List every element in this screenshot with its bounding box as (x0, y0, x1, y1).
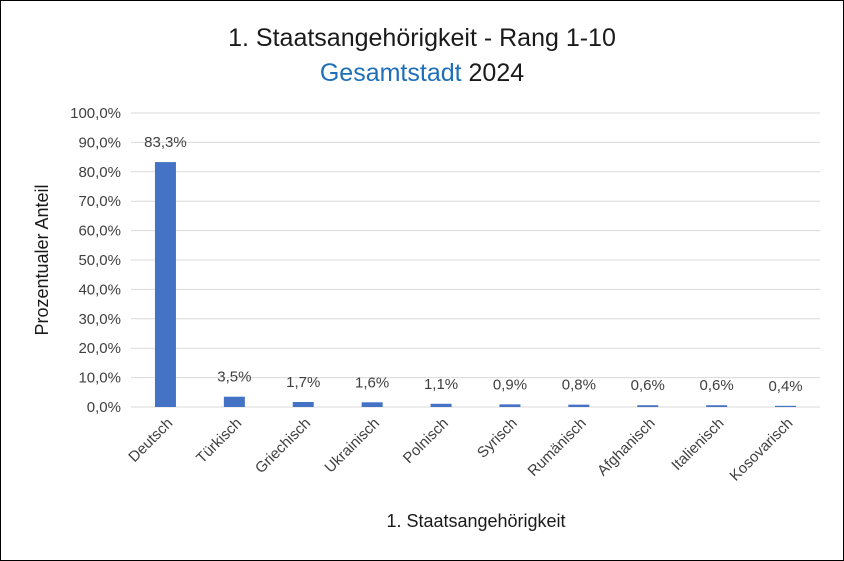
y-tick-label: 80,0% (78, 164, 121, 181)
subtitle-year: 2024 (469, 59, 525, 87)
subtitle-accent: Gesamtstadt (320, 59, 462, 87)
bar (430, 403, 452, 407)
y-tick-label: 20,0% (78, 340, 121, 357)
x-tick-label: Ukrainisch (321, 415, 383, 477)
x-tick-label: Deutsch (125, 415, 176, 466)
data-label: 1,7% (286, 374, 320, 391)
chart-title: 1. Staatsangehörigkeit - Rang 1-10 (228, 24, 616, 52)
data-label: 0,6% (700, 377, 734, 394)
y-tick-label: 40,0% (78, 281, 121, 298)
bars (154, 162, 797, 407)
bar (775, 405, 797, 407)
bar (706, 405, 728, 407)
data-label: 1,1% (424, 376, 458, 393)
subtitle-separator (462, 59, 469, 87)
x-tick-label: Rumänisch (525, 415, 590, 480)
data-label: 0,4% (768, 378, 802, 395)
y-tick-label: 0,0% (87, 399, 121, 416)
bar (499, 404, 521, 407)
data-label: 0,6% (631, 377, 665, 394)
x-tick-label: Türkisch (193, 415, 245, 467)
y-tick-label: 100,0% (70, 105, 121, 122)
y-axis-ticks: 0,0% 10,0% 20,0% 30,0% 40,0% 50,0% 60,0% 70,0% 8… (70, 105, 121, 416)
bar (568, 404, 590, 407)
bar (223, 396, 245, 407)
data-label: 3,5% (217, 369, 251, 386)
data-label: 0,9% (493, 376, 527, 393)
y-tick-label: 70,0% (78, 193, 121, 210)
bar (361, 402, 383, 407)
y-tick-label: 90,0% (78, 134, 121, 151)
x-tick-label: Italienisch (668, 415, 727, 474)
x-tick-label: Syrisch (474, 415, 521, 462)
y-tick-label: 10,0% (78, 370, 121, 387)
data-labels: 83,3% 3,5% 1,7% 1,6% 1,1% 0,9% 0,8% 0,6% 0,6% 0,4… (144, 134, 802, 395)
x-axis-title: 1. Staatsangehörigkeit (386, 511, 565, 531)
gridlines (131, 112, 820, 408)
y-tick-label: 50,0% (78, 252, 121, 269)
x-tick-label: Polnisch (400, 415, 452, 467)
y-tick-label: 60,0% (78, 223, 121, 240)
x-tick-label: Kosovarisch (727, 415, 797, 485)
x-axis-ticks: Deutsch Türkisch Griechisch Ukrainisch Polni… (125, 415, 796, 485)
x-tick-label: Afghanisch (594, 415, 659, 480)
x-tick-label: Griechisch (252, 415, 314, 477)
bar (292, 402, 314, 407)
y-axis-title: Prozentualer Anteil (32, 184, 52, 335)
data-label: 0,8% (562, 377, 596, 394)
data-label: 1,6% (355, 374, 389, 391)
data-label: 83,3% (144, 134, 187, 151)
bar (154, 162, 176, 407)
bar (637, 405, 659, 407)
y-tick-label: 30,0% (78, 311, 121, 328)
chart-subtitle: Gesamtstadt 2024 (320, 59, 524, 87)
